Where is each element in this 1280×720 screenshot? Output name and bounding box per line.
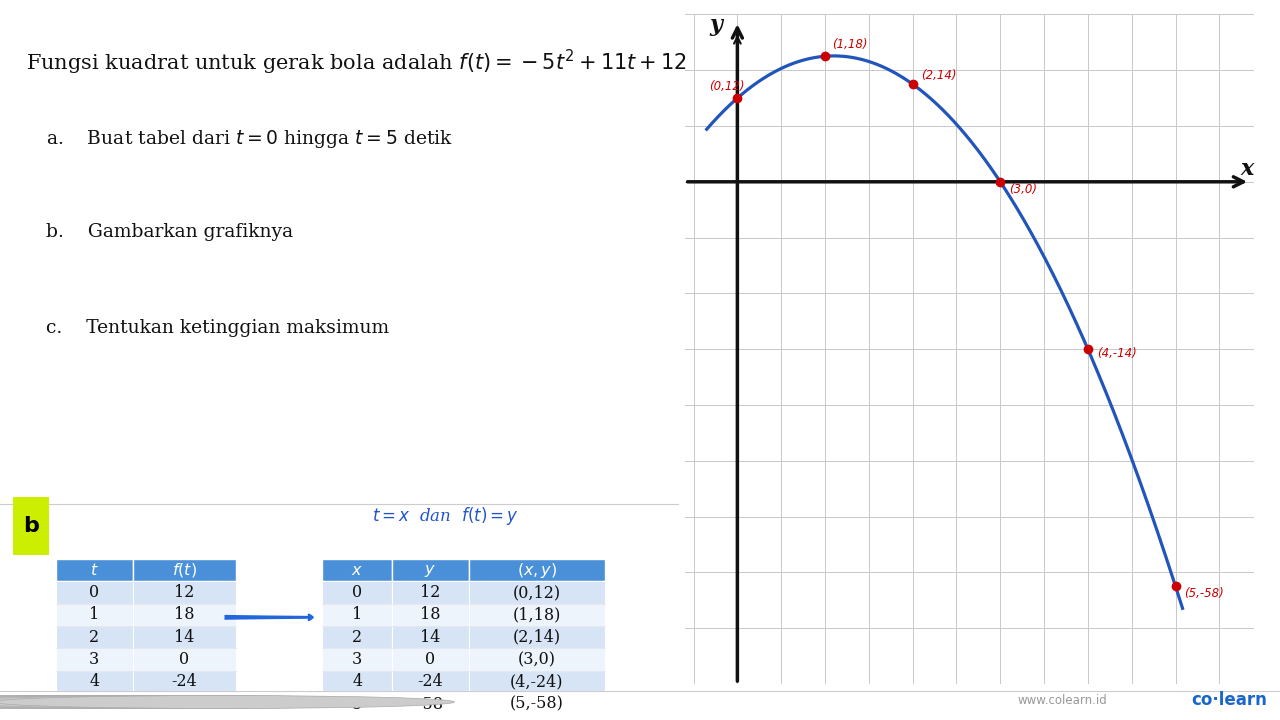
Bar	[468, 671, 605, 693]
Text: -58: -58	[172, 696, 197, 713]
Text: 4: 4	[90, 673, 100, 690]
Bar	[392, 581, 468, 603]
Circle shape	[0, 696, 378, 708]
Text: -58: -58	[417, 696, 443, 713]
Bar	[133, 626, 236, 649]
Bar	[56, 693, 133, 716]
Text: co·learn: co·learn	[1192, 691, 1267, 709]
Text: 3: 3	[90, 651, 100, 668]
Text: 12: 12	[420, 584, 440, 601]
Text: (3,0): (3,0)	[1009, 183, 1037, 196]
Text: b.    Gambarkan grafiknya: b. Gambarkan grafiknya	[46, 223, 293, 241]
Text: 0: 0	[352, 584, 362, 601]
Bar	[323, 603, 392, 626]
Bar	[392, 559, 468, 581]
Text: 1: 1	[352, 606, 362, 624]
Text: (5,-58): (5,-58)	[1184, 588, 1224, 600]
Text: b: b	[23, 516, 38, 536]
Bar	[56, 649, 133, 671]
FancyBboxPatch shape	[0, 0, 1280, 504]
Bar	[468, 626, 605, 649]
Bar	[56, 581, 133, 603]
Text: a.    Buat tabel dari $t = 0$ hingga $t = 5$ detik: a. Buat tabel dari $t = 0$ hingga $t = 5…	[46, 128, 453, 150]
Bar	[323, 626, 392, 649]
Bar	[133, 603, 236, 626]
Text: 0: 0	[90, 584, 100, 601]
Text: $x$: $x$	[351, 562, 364, 579]
Bar	[468, 559, 605, 581]
Text: 1: 1	[90, 606, 100, 624]
Bar	[392, 671, 468, 693]
Text: 12: 12	[174, 584, 195, 601]
Bar	[133, 693, 236, 716]
Bar	[468, 693, 605, 716]
Text: (1,18): (1,18)	[513, 606, 561, 624]
Text: 18: 18	[174, 606, 195, 624]
Bar	[392, 603, 468, 626]
Text: 14: 14	[174, 629, 195, 646]
FancyBboxPatch shape	[13, 497, 50, 555]
Bar	[323, 581, 392, 603]
Text: (3,0): (3,0)	[518, 651, 556, 668]
Text: $f(t)$: $f(t)$	[172, 561, 197, 579]
Text: 18: 18	[420, 606, 440, 624]
Bar	[323, 671, 392, 693]
Text: www.colearn.id: www.colearn.id	[1018, 693, 1107, 707]
Text: (1,18): (1,18)	[832, 37, 868, 50]
Text: (4,-14): (4,-14)	[1097, 346, 1137, 360]
Text: (2,14): (2,14)	[513, 629, 561, 646]
Text: (5,-58): (5,-58)	[509, 696, 564, 713]
Bar	[133, 671, 236, 693]
Text: (0,12): (0,12)	[513, 584, 561, 601]
Bar	[323, 559, 392, 581]
Bar	[468, 581, 605, 603]
Text: $(x, y)$: $(x, y)$	[517, 561, 557, 580]
Text: (2,14): (2,14)	[922, 69, 957, 82]
Bar	[323, 693, 392, 716]
Bar	[323, 649, 392, 671]
Bar	[133, 559, 236, 581]
Text: -24: -24	[172, 673, 197, 690]
Bar	[133, 581, 236, 603]
Text: 3: 3	[352, 651, 362, 668]
Text: $t$: $t$	[90, 562, 99, 579]
Bar	[56, 626, 133, 649]
Text: y: y	[709, 14, 722, 36]
Bar	[392, 626, 468, 649]
Circle shape	[0, 696, 454, 708]
Text: 0: 0	[179, 651, 189, 668]
Text: (0,12): (0,12)	[709, 79, 745, 92]
Bar	[468, 649, 605, 671]
Bar	[392, 649, 468, 671]
Text: 4: 4	[352, 673, 362, 690]
Text: $t = x$  dan  $f(t) = y$: $t = x$ dan $f(t) = y$	[372, 505, 518, 527]
Bar	[56, 559, 133, 581]
Text: Fungsi kuadrat untuk gerak bola adalah $f(t) = -5t^2 + 11t + 12$: Fungsi kuadrat untuk gerak bola adalah $…	[26, 48, 687, 77]
Text: $y$: $y$	[425, 562, 436, 579]
Text: c.    Tentukan ketinggian maksimum: c. Tentukan ketinggian maksimum	[46, 318, 389, 336]
Text: 0: 0	[425, 651, 435, 668]
Text: 2: 2	[90, 629, 100, 646]
Text: 14: 14	[420, 629, 440, 646]
Text: 5: 5	[90, 696, 100, 713]
Bar	[392, 693, 468, 716]
Circle shape	[0, 696, 262, 708]
Text: -24: -24	[417, 673, 443, 690]
Bar	[56, 671, 133, 693]
Circle shape	[0, 696, 301, 708]
Text: x: x	[1240, 158, 1254, 180]
Bar	[56, 603, 133, 626]
Bar	[468, 603, 605, 626]
Text: 5: 5	[352, 696, 362, 713]
Bar	[133, 649, 236, 671]
Circle shape	[0, 696, 339, 708]
Text: (4,-24): (4,-24)	[511, 673, 563, 690]
Text: 2: 2	[352, 629, 362, 646]
Circle shape	[0, 696, 416, 708]
